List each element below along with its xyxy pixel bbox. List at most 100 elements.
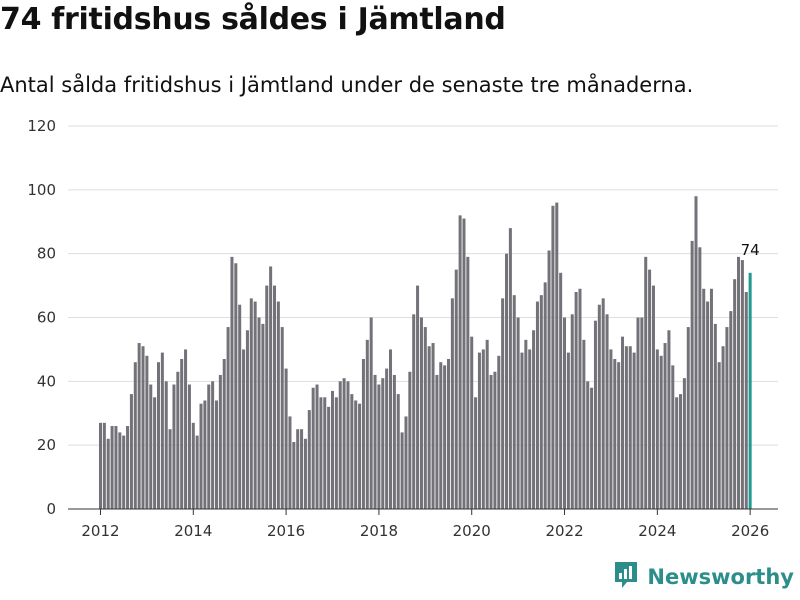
bar [423,327,427,509]
bar [207,384,211,509]
bar [501,298,505,509]
bar [334,397,338,509]
bar [129,394,133,509]
bar [447,358,451,509]
bar [593,320,597,509]
x-tick-label: 2018 [360,522,398,540]
bar [586,381,590,509]
bar [485,339,489,509]
bar [431,343,435,509]
bar [470,336,474,509]
bar [458,215,462,509]
bar [388,349,393,509]
bar [137,343,141,509]
bar [408,371,412,509]
bar [551,205,555,509]
bar [520,352,524,509]
bar [327,406,331,509]
bar [713,323,717,509]
bar [698,247,702,510]
bar [566,352,570,509]
bar [184,349,188,509]
bars [98,196,752,510]
bar [404,416,408,509]
newsworthy-icon [613,560,639,594]
bar [385,368,389,509]
bar [427,346,431,509]
bar [563,317,567,509]
bar [98,422,102,509]
bar [172,384,176,509]
bar [450,298,454,509]
x-tick-label: 2024 [638,522,676,540]
bar [122,435,126,509]
x-tick-label: 2020 [453,522,491,540]
bar [706,301,710,509]
bar [358,403,362,509]
bar [133,362,137,509]
bar [744,291,748,509]
y-tick-label: 40 [37,372,56,390]
bar [717,362,721,509]
bar [628,346,632,509]
bar [651,285,655,509]
bar [412,314,416,509]
bar [377,384,381,509]
bar [524,339,528,509]
y-tick-label: 0 [46,500,56,518]
bar [682,378,686,509]
bar [303,438,307,509]
bar [477,352,481,509]
bar [400,432,404,509]
bar [168,429,172,509]
bar [574,291,578,509]
bar [443,365,447,509]
bar [675,397,679,509]
bar [655,349,659,509]
bar [102,422,106,509]
bar [315,384,319,509]
bar [508,228,512,509]
bar [350,394,354,509]
bar [230,256,234,509]
y-axis-ticks: 0 20 40 60 80 100 120 [27,117,56,518]
bar [342,378,346,509]
bar [555,202,559,509]
bar [106,438,110,509]
x-tick-label: 2022 [545,522,583,540]
bar [257,317,261,509]
bar [288,416,292,509]
bar [466,256,470,509]
bar [497,355,501,509]
newsworthy-logo: Newsworthy [613,560,794,594]
bar [648,269,652,509]
bar [578,288,582,509]
bar [709,288,713,509]
bar [330,390,335,509]
bar [617,362,621,509]
bar [218,374,222,509]
x-tick-label: 2014 [174,522,212,540]
page-title: 74 fritidshus såldes i Jämtland [0,2,506,37]
bar [597,304,601,509]
bar [261,323,265,509]
bar [505,253,509,509]
bar [605,314,609,509]
bar [145,355,149,509]
bar [176,371,180,509]
bar [319,397,323,509]
bar [211,381,215,509]
bar [238,304,242,509]
bar [740,260,744,509]
bar [547,250,551,509]
bar [265,285,269,509]
bar [439,362,443,509]
bar [632,352,636,509]
bar [272,285,277,509]
bar [679,394,683,509]
y-tick-label: 60 [37,309,56,327]
bar [737,256,741,509]
bar [532,330,536,509]
y-tick-label: 20 [37,436,56,454]
bar-latest [748,272,752,509]
